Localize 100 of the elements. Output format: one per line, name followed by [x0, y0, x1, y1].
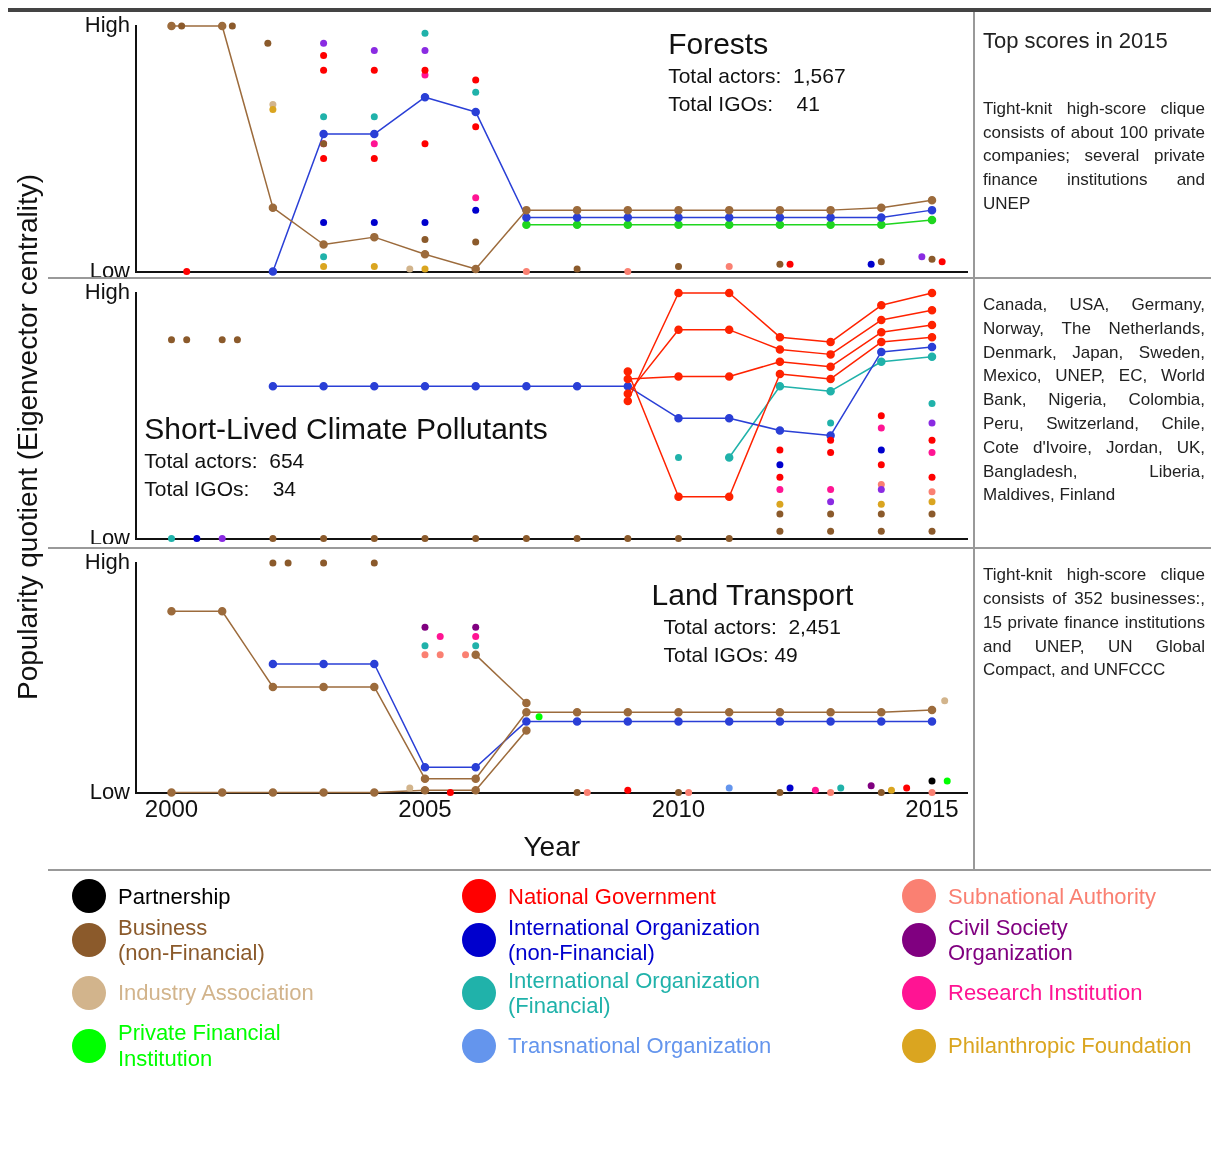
point	[927, 352, 937, 362]
point	[867, 782, 875, 790]
text: Low	[89, 524, 131, 550]
point	[775, 220, 785, 230]
point	[228, 22, 236, 30]
point	[370, 47, 378, 55]
point	[284, 559, 292, 567]
point	[421, 642, 429, 650]
point	[320, 113, 328, 121]
point	[674, 413, 683, 423]
point	[269, 535, 277, 542]
point	[471, 382, 480, 391]
point	[421, 140, 429, 148]
point	[877, 424, 885, 432]
point	[471, 107, 480, 117]
point	[776, 446, 784, 454]
point	[725, 784, 733, 792]
legend-label: Industry Association	[118, 980, 314, 1006]
point	[827, 449, 835, 457]
point	[217, 607, 227, 616]
point	[472, 623, 480, 631]
text: Low	[89, 778, 131, 804]
point	[826, 213, 835, 222]
point	[167, 21, 176, 31]
point	[877, 527, 885, 535]
point	[522, 717, 531, 726]
point	[674, 717, 683, 726]
point	[928, 473, 936, 481]
y-axis-title: Popularity quotient (Eigenvector centrality)	[12, 173, 44, 701]
point	[472, 633, 480, 641]
point	[462, 651, 470, 659]
point	[877, 708, 886, 717]
point	[472, 206, 480, 214]
x-tick-label: 2000	[144, 794, 199, 822]
text: Land Transport	[651, 577, 854, 611]
point	[674, 708, 683, 717]
point	[775, 357, 785, 366]
point	[522, 205, 531, 215]
point	[624, 268, 632, 275]
point	[928, 498, 936, 506]
point	[674, 288, 683, 298]
point	[786, 784, 794, 792]
point	[421, 29, 429, 37]
x-axis-title: Year	[523, 831, 581, 863]
point	[837, 784, 845, 792]
point	[724, 205, 734, 215]
point	[370, 232, 379, 242]
point	[370, 155, 378, 163]
point	[217, 788, 227, 798]
point	[320, 51, 328, 59]
point	[775, 345, 785, 354]
point	[370, 788, 379, 798]
annotation: Total IGOs: 41	[668, 92, 820, 116]
point	[471, 774, 480, 784]
point	[471, 650, 480, 660]
point	[320, 263, 328, 271]
point	[573, 789, 581, 797]
legend-label: International Organization (Financial)	[508, 967, 760, 1019]
point	[877, 485, 885, 493]
legend-label: Research Institution	[948, 980, 1143, 1006]
point	[826, 337, 835, 347]
point	[724, 372, 734, 381]
legend-label: Business (non-Financial)	[118, 915, 265, 966]
point	[877, 203, 886, 212]
point	[877, 213, 886, 222]
point	[421, 651, 429, 659]
point	[724, 213, 734, 222]
point	[827, 419, 835, 427]
point	[943, 777, 951, 785]
point	[776, 473, 784, 481]
point	[370, 129, 379, 139]
point	[436, 651, 444, 659]
point	[370, 559, 378, 567]
point	[472, 194, 480, 202]
text: Tight-knit high-score clique consists of 352 businesses:, 15 private finance institutions and UNEP, UN Global Compact, and UNFCCC	[983, 564, 1205, 682]
point	[370, 535, 378, 542]
point	[218, 336, 226, 344]
point	[877, 315, 886, 325]
point	[320, 66, 328, 74]
point	[522, 698, 531, 708]
point	[724, 288, 734, 298]
point	[674, 205, 683, 215]
point	[319, 382, 328, 391]
point	[471, 264, 480, 274]
point	[573, 535, 581, 542]
point	[421, 535, 429, 542]
point	[421, 236, 429, 244]
point	[320, 39, 328, 47]
point	[877, 446, 885, 454]
point	[928, 399, 936, 407]
point	[268, 267, 278, 276]
point	[938, 258, 946, 266]
point	[826, 708, 835, 717]
point	[218, 535, 226, 542]
point	[775, 426, 785, 435]
point	[928, 488, 936, 496]
point	[776, 527, 784, 535]
point	[233, 336, 241, 344]
annotation: Total actors: 1,567	[668, 64, 846, 88]
point	[685, 789, 693, 797]
